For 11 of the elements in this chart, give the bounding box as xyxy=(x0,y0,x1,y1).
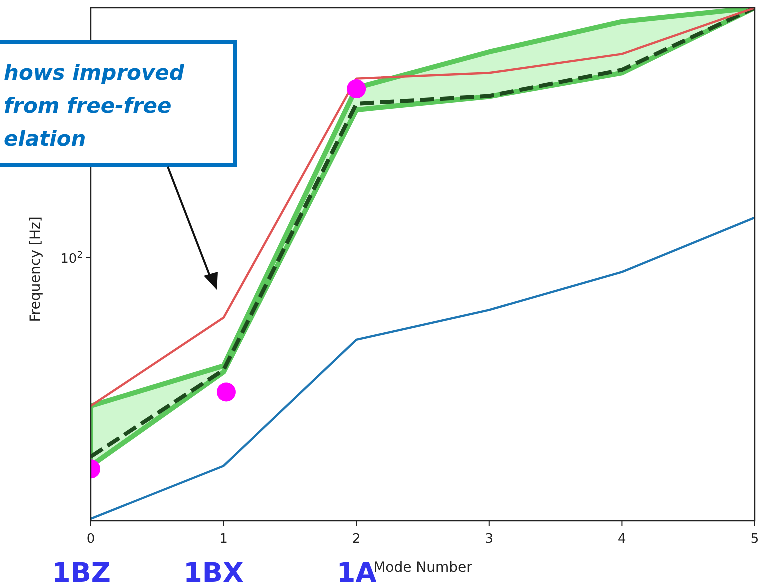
x-tick-label: 4 xyxy=(618,532,626,547)
x-tick-label: 2 xyxy=(352,532,361,547)
x-tick-label: 5 xyxy=(750,532,760,547)
text: 1BX xyxy=(184,558,244,586)
x-tick-label: 0 xyxy=(86,532,96,547)
annotation: hows improved from free-free elation xyxy=(4,61,186,151)
y-axis-title: Frequency [Hz] xyxy=(28,216,44,322)
x-tick-label: 3 xyxy=(485,532,494,547)
text: 1BZ xyxy=(52,558,111,586)
x-tick-label: 1 xyxy=(220,532,228,547)
text: 10$^{2}$ xyxy=(60,251,83,267)
